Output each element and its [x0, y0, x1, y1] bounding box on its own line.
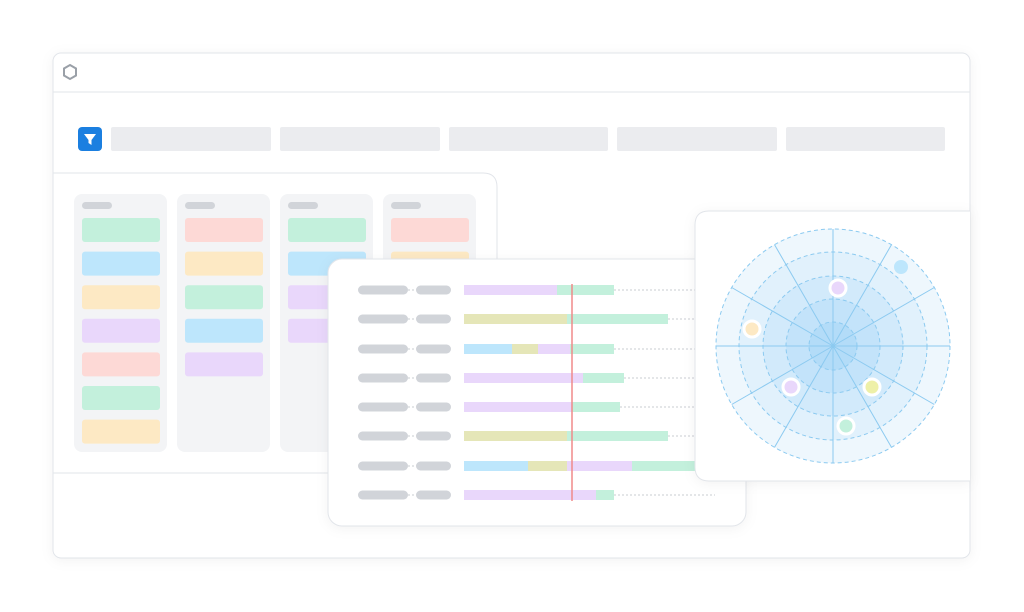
- row-label: [358, 461, 408, 471]
- toolbar-item[interactable]: [280, 127, 440, 151]
- toolbar: [111, 127, 945, 151]
- timeline-bar: [596, 490, 614, 500]
- timeline-bar: [570, 344, 614, 354]
- kanban-card: [185, 285, 263, 310]
- radar-point: [781, 377, 801, 397]
- timeline-bar: [464, 285, 557, 295]
- toolbar-item[interactable]: [617, 127, 777, 151]
- row-label: [358, 431, 408, 441]
- column-header: [185, 202, 215, 209]
- kanban-card: [185, 318, 263, 343]
- row-label: [358, 490, 408, 500]
- kanban-card: [82, 352, 160, 377]
- kanban-card: [288, 218, 366, 242]
- timeline-bar: [632, 461, 700, 471]
- timeline: [358, 284, 715, 501]
- kanban-card: [391, 218, 469, 242]
- toolbar-item[interactable]: [786, 127, 945, 151]
- radar-spoke: [832, 287, 935, 347]
- timeline-bar: [464, 490, 596, 500]
- row-label: [416, 402, 451, 412]
- column-header: [288, 202, 318, 209]
- timeline-bar: [538, 344, 570, 354]
- radar-spoke: [832, 345, 892, 448]
- timeline-bar: [464, 461, 528, 471]
- kanban-card: [82, 419, 160, 444]
- filter-icon: [84, 134, 96, 145]
- radar-spoke: [774, 244, 834, 347]
- row-label: [416, 461, 451, 471]
- timeline-bar: [567, 461, 632, 471]
- radar-point: [742, 319, 762, 339]
- toolbar-item[interactable]: [111, 127, 271, 151]
- radar-spoke: [774, 345, 834, 448]
- row-label: [416, 490, 451, 500]
- row-label: [416, 373, 451, 383]
- kanban-card: [82, 318, 160, 343]
- row-label: [358, 402, 408, 412]
- timeline-bar: [572, 402, 620, 412]
- row-label: [416, 285, 451, 295]
- radar: [715, 228, 951, 464]
- kanban-card: [82, 251, 160, 276]
- timeline-bar: [464, 431, 567, 441]
- timeline-bar: [583, 373, 624, 383]
- row-label: [416, 431, 451, 441]
- logo: [63, 63, 77, 81]
- row-label: [358, 344, 408, 354]
- timeline-bar: [464, 402, 572, 412]
- timeline-bar: [557, 285, 614, 295]
- column-header: [391, 202, 421, 209]
- timeline-bar: [567, 314, 668, 324]
- radar-spoke: [731, 345, 834, 405]
- kanban-card: [185, 251, 263, 276]
- radar-spoke: [832, 244, 892, 347]
- kanban-card: [82, 285, 160, 310]
- kanban-card: [185, 218, 263, 242]
- radar-point: [836, 416, 856, 436]
- timeline-bar: [464, 373, 583, 383]
- row-label: [358, 314, 408, 324]
- radar-point: [894, 260, 908, 274]
- radar-point: [828, 278, 848, 298]
- row-label: [416, 344, 451, 354]
- kanban-card: [185, 352, 263, 377]
- kanban-card: [82, 218, 160, 242]
- timeline-bar: [567, 431, 668, 441]
- column-header: [82, 202, 112, 209]
- toolbar-item[interactable]: [449, 127, 608, 151]
- timeline-bar: [528, 461, 567, 471]
- radar-spoke: [832, 345, 935, 405]
- timeline-bar: [464, 314, 567, 324]
- row-label: [416, 314, 451, 324]
- row-label: [358, 285, 408, 295]
- row-label: [358, 373, 408, 383]
- timeline-panel: [327, 258, 747, 527]
- timeline-bar: [512, 344, 538, 354]
- radar-spoke: [731, 287, 834, 347]
- radar-point: [862, 377, 882, 397]
- kanban-card: [82, 386, 160, 410]
- timeline-bar: [464, 344, 512, 354]
